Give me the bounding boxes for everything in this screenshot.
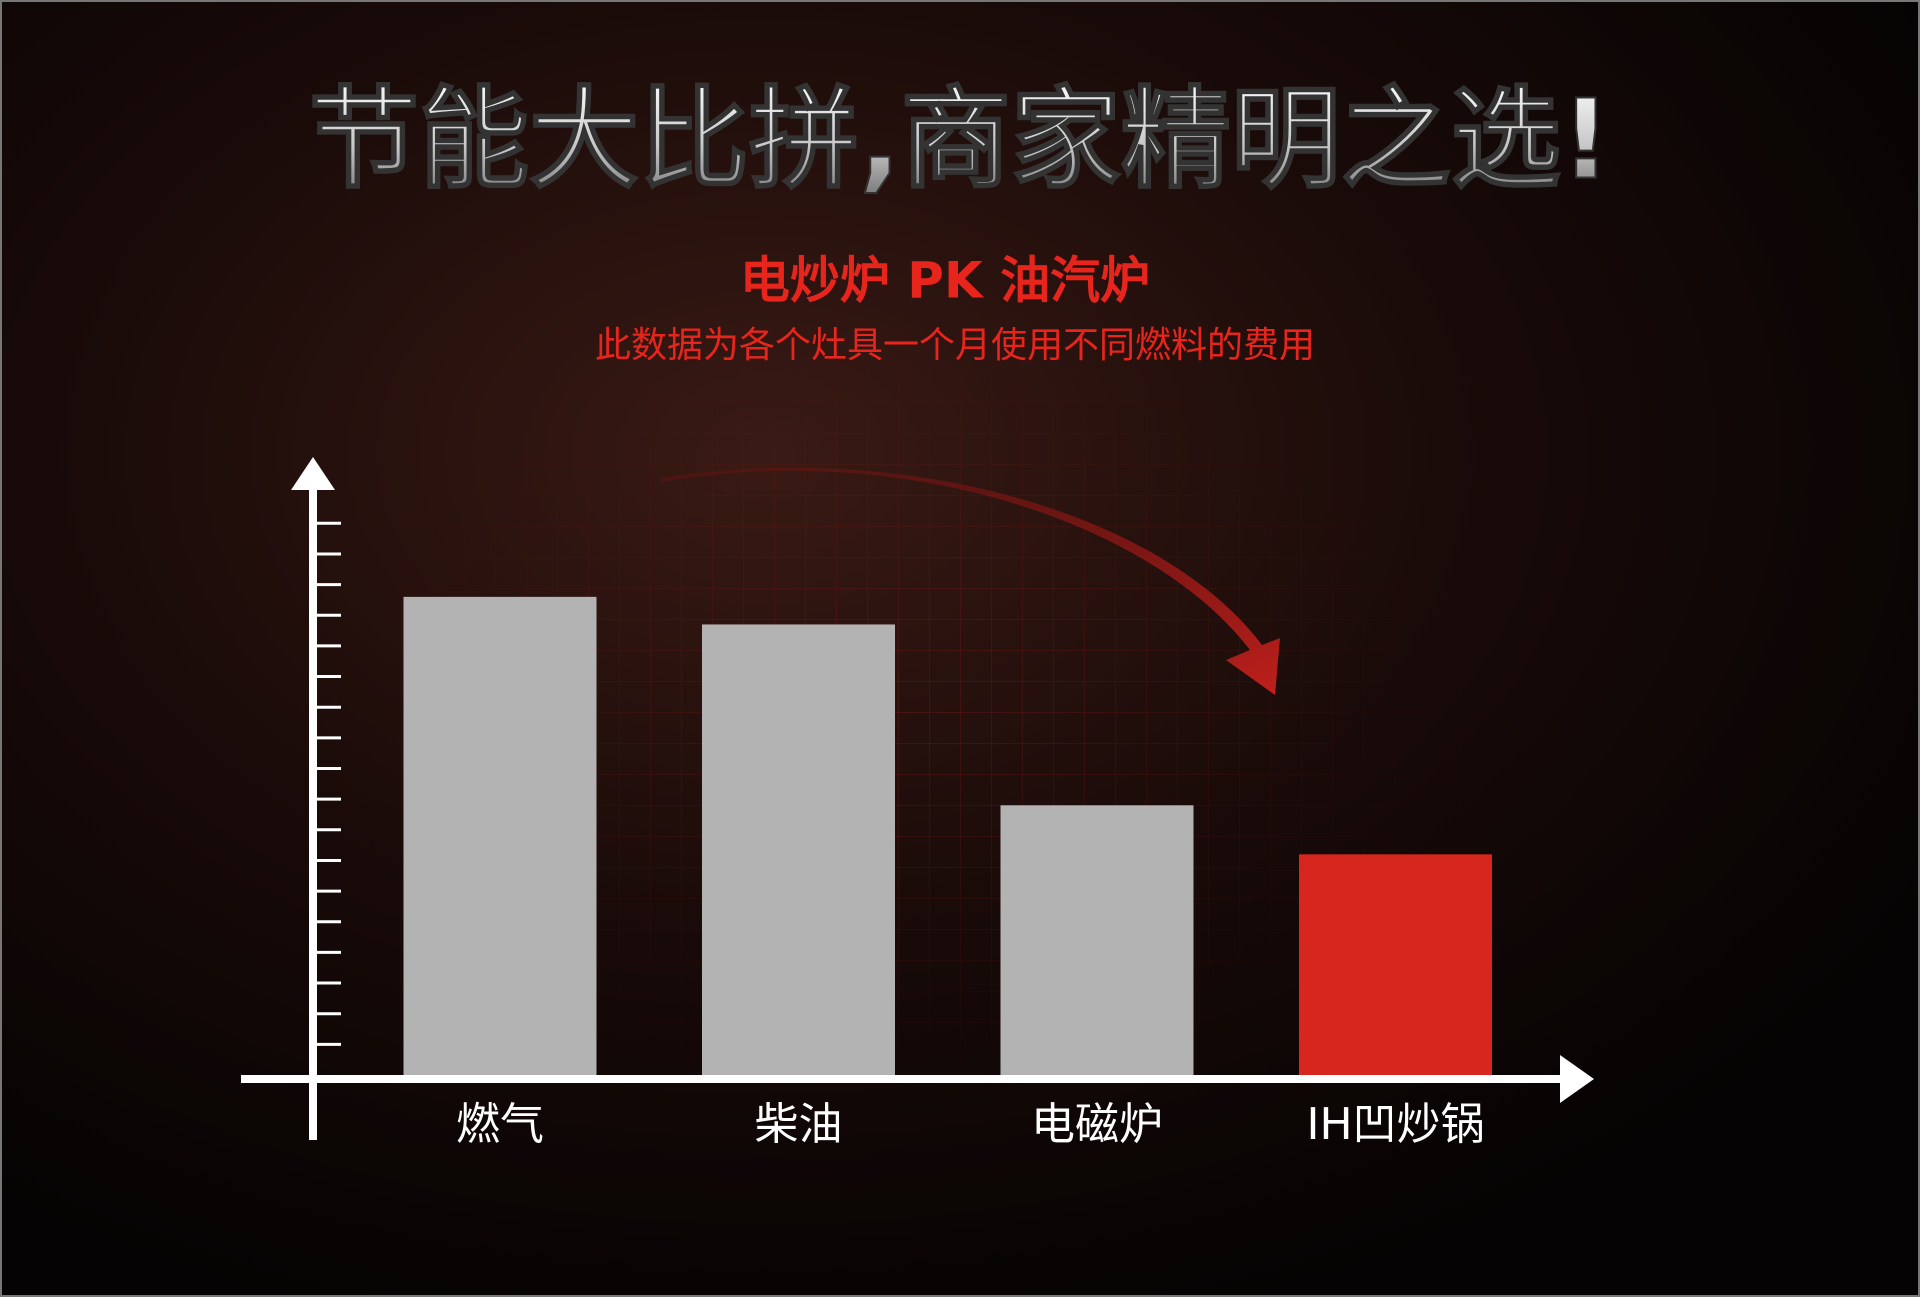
chart-note: 此数据为各个灶具一个月使用不同燃料的费用 [595,325,1315,366]
bar [1299,854,1492,1075]
x-tick-label: 电磁炉 [1031,1099,1163,1150]
x-tick-label: 燃气 [456,1099,544,1150]
bar [403,596,597,1075]
y-axis-arrow [291,457,335,490]
bar [1000,805,1194,1075]
x-tick-label: IH凹炒锅 [1306,1099,1484,1150]
x-axis-arrow [1560,1055,1594,1103]
chart-subtitle: 电炒炉 PK 油汽炉 [740,252,1150,310]
bar [702,624,895,1075]
x-tick-label: 柴油 [755,1099,843,1150]
chart-title: 节能大比拼,商家精明之选! [309,75,1611,203]
